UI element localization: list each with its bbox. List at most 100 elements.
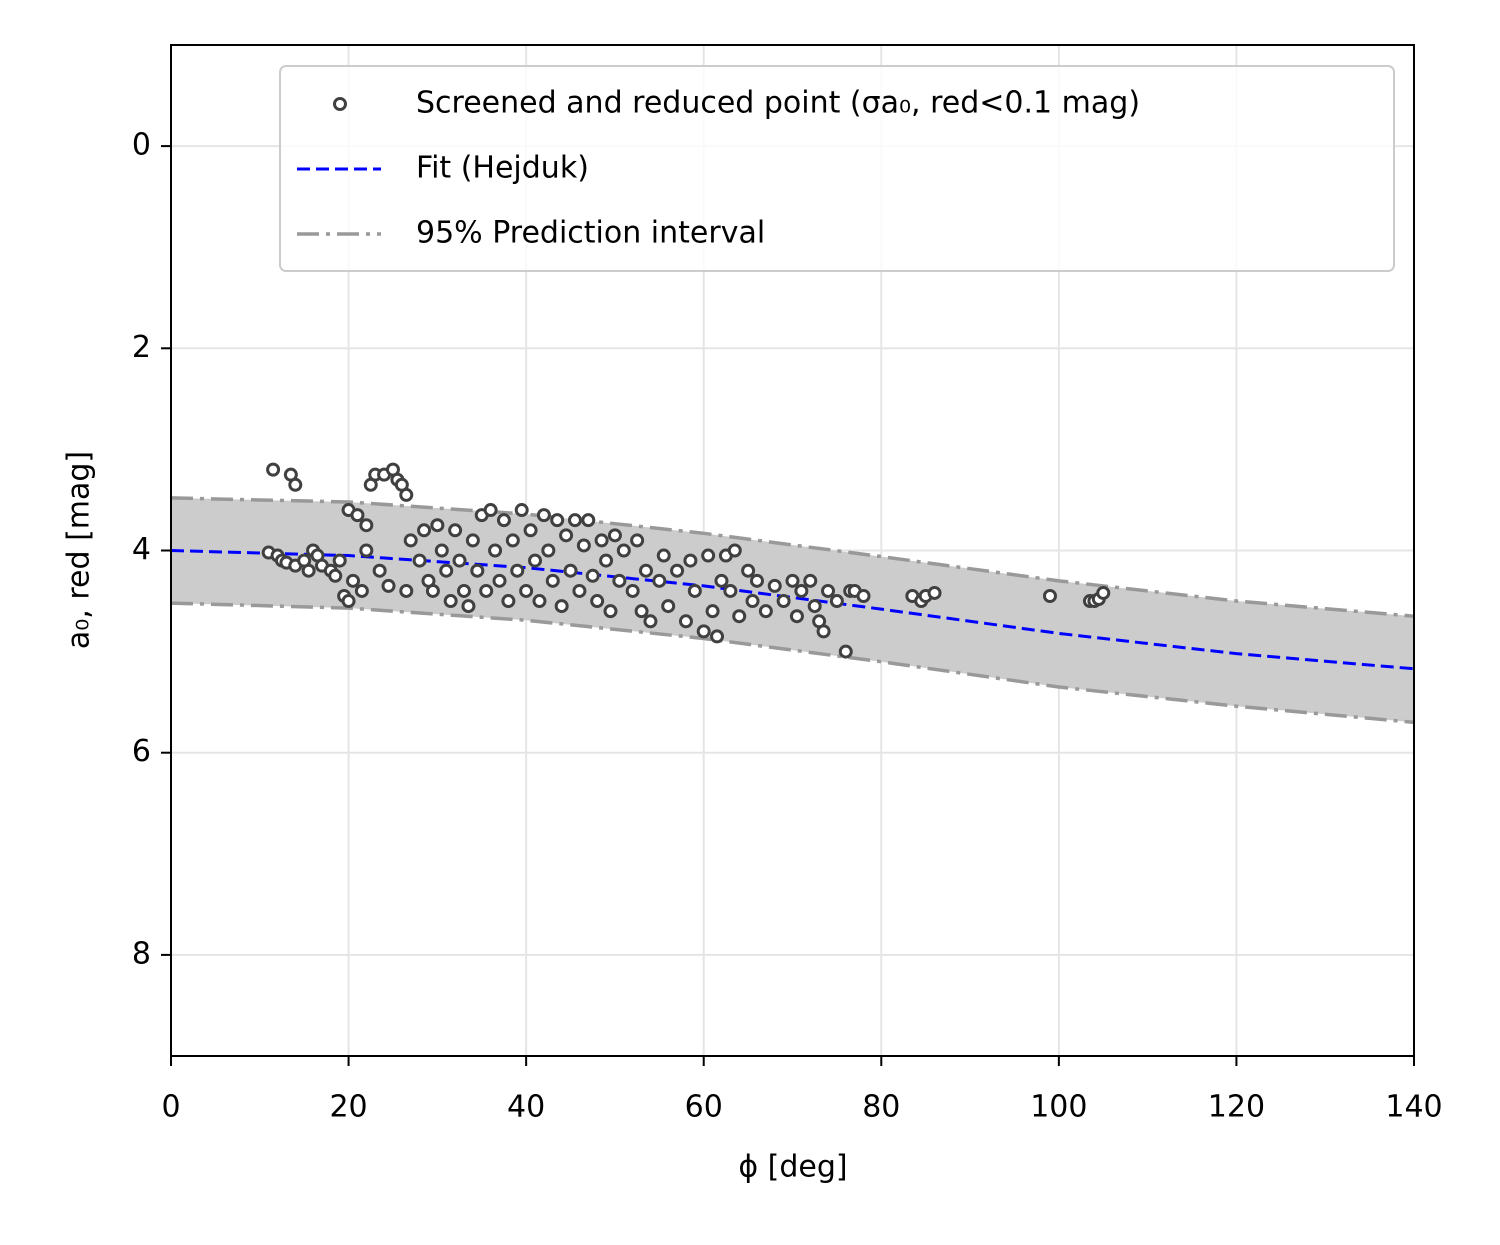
data-point bbox=[585, 568, 600, 583]
data-point bbox=[634, 604, 649, 619]
data-point bbox=[599, 553, 614, 568]
data-point bbox=[479, 583, 494, 598]
data-point bbox=[803, 573, 818, 588]
data-point bbox=[417, 523, 432, 538]
data-point bbox=[576, 538, 591, 553]
data-point bbox=[505, 533, 520, 548]
data-point bbox=[661, 599, 676, 614]
data-point bbox=[266, 462, 281, 477]
x-tick-label: 100 bbox=[1030, 1090, 1087, 1125]
data-point bbox=[532, 594, 547, 609]
data-point bbox=[523, 523, 538, 538]
data-point bbox=[749, 573, 764, 588]
data-point bbox=[767, 578, 782, 593]
data-point bbox=[714, 573, 729, 588]
data-point bbox=[399, 583, 414, 598]
data-point bbox=[727, 543, 742, 558]
data-point bbox=[350, 508, 365, 523]
prediction-bound bbox=[170, 601, 1415, 725]
data-point bbox=[514, 503, 529, 518]
y-tick-label: 4 bbox=[132, 532, 151, 567]
data-point bbox=[536, 508, 551, 523]
data-point bbox=[465, 533, 480, 548]
legend-label: 95% Prediction interval bbox=[416, 216, 765, 251]
data-point bbox=[492, 573, 507, 588]
data-point bbox=[541, 543, 556, 558]
data-point bbox=[501, 594, 516, 609]
data-point bbox=[785, 573, 800, 588]
data-point bbox=[448, 523, 463, 538]
data-point bbox=[288, 477, 303, 492]
data-point bbox=[483, 503, 498, 518]
data-point bbox=[434, 543, 449, 558]
x-tick-label: 60 bbox=[685, 1090, 723, 1125]
data-point bbox=[745, 594, 760, 609]
data-point bbox=[372, 563, 387, 578]
data-point bbox=[488, 543, 503, 558]
data-point bbox=[328, 568, 343, 583]
x-tick-label: 140 bbox=[1385, 1090, 1442, 1125]
data-point bbox=[1042, 588, 1057, 603]
data-point bbox=[741, 563, 756, 578]
data-point bbox=[470, 563, 485, 578]
data-point bbox=[838, 644, 853, 659]
data-point bbox=[789, 609, 804, 624]
data-point bbox=[554, 599, 569, 614]
data-point bbox=[461, 599, 476, 614]
data-point bbox=[927, 585, 942, 600]
x-tick-label: 120 bbox=[1208, 1090, 1265, 1125]
data-point bbox=[821, 583, 836, 598]
data-point bbox=[359, 543, 374, 558]
data-point bbox=[683, 553, 698, 568]
data-point bbox=[710, 629, 725, 644]
data-point bbox=[687, 583, 702, 598]
data-point bbox=[443, 594, 458, 609]
data-point bbox=[430, 518, 445, 533]
data-point bbox=[359, 518, 374, 533]
data-point bbox=[829, 594, 844, 609]
prediction-bound bbox=[170, 496, 1415, 618]
data-point bbox=[1096, 585, 1111, 600]
y-tick-label: 2 bbox=[132, 330, 151, 365]
x-tick-label: 20 bbox=[329, 1090, 367, 1125]
data-point bbox=[567, 513, 582, 528]
data-point bbox=[594, 533, 609, 548]
data-point bbox=[590, 594, 605, 609]
data-point bbox=[456, 583, 471, 598]
y-tick-label: 0 bbox=[132, 128, 151, 163]
data-point bbox=[639, 563, 654, 578]
x-tick-label: 80 bbox=[862, 1090, 900, 1125]
data-point bbox=[630, 533, 645, 548]
x-tick-label: 0 bbox=[161, 1090, 180, 1125]
data-point bbox=[856, 588, 871, 603]
data-point bbox=[550, 513, 565, 528]
legend-box bbox=[279, 65, 1395, 272]
data-point bbox=[559, 528, 574, 543]
data-point bbox=[545, 573, 560, 588]
data-point bbox=[612, 573, 627, 588]
data-point bbox=[732, 609, 747, 624]
x-tick-label: 40 bbox=[507, 1090, 545, 1125]
data-point bbox=[758, 604, 773, 619]
data-point bbox=[581, 513, 596, 528]
data-point bbox=[625, 583, 640, 598]
x-axis-label: ϕ [deg] bbox=[738, 1150, 847, 1185]
data-point bbox=[705, 604, 720, 619]
data-point bbox=[528, 553, 543, 568]
data-point bbox=[301, 563, 316, 578]
data-point bbox=[603, 604, 618, 619]
y-tick-label: 6 bbox=[132, 734, 151, 769]
data-point bbox=[794, 583, 809, 598]
data-point bbox=[723, 583, 738, 598]
data-point bbox=[678, 614, 693, 629]
prediction-band bbox=[171, 497, 1414, 723]
data-point bbox=[425, 583, 440, 598]
plot-frame bbox=[170, 44, 1415, 1057]
data-point bbox=[439, 563, 454, 578]
data-point bbox=[701, 548, 716, 563]
data-point bbox=[354, 583, 369, 598]
y-tick-label: 8 bbox=[132, 936, 151, 971]
legend-label: Screened and reduced point (σa₀, red<0.1… bbox=[416, 86, 1140, 121]
data-point bbox=[563, 563, 578, 578]
data-point bbox=[341, 594, 356, 609]
